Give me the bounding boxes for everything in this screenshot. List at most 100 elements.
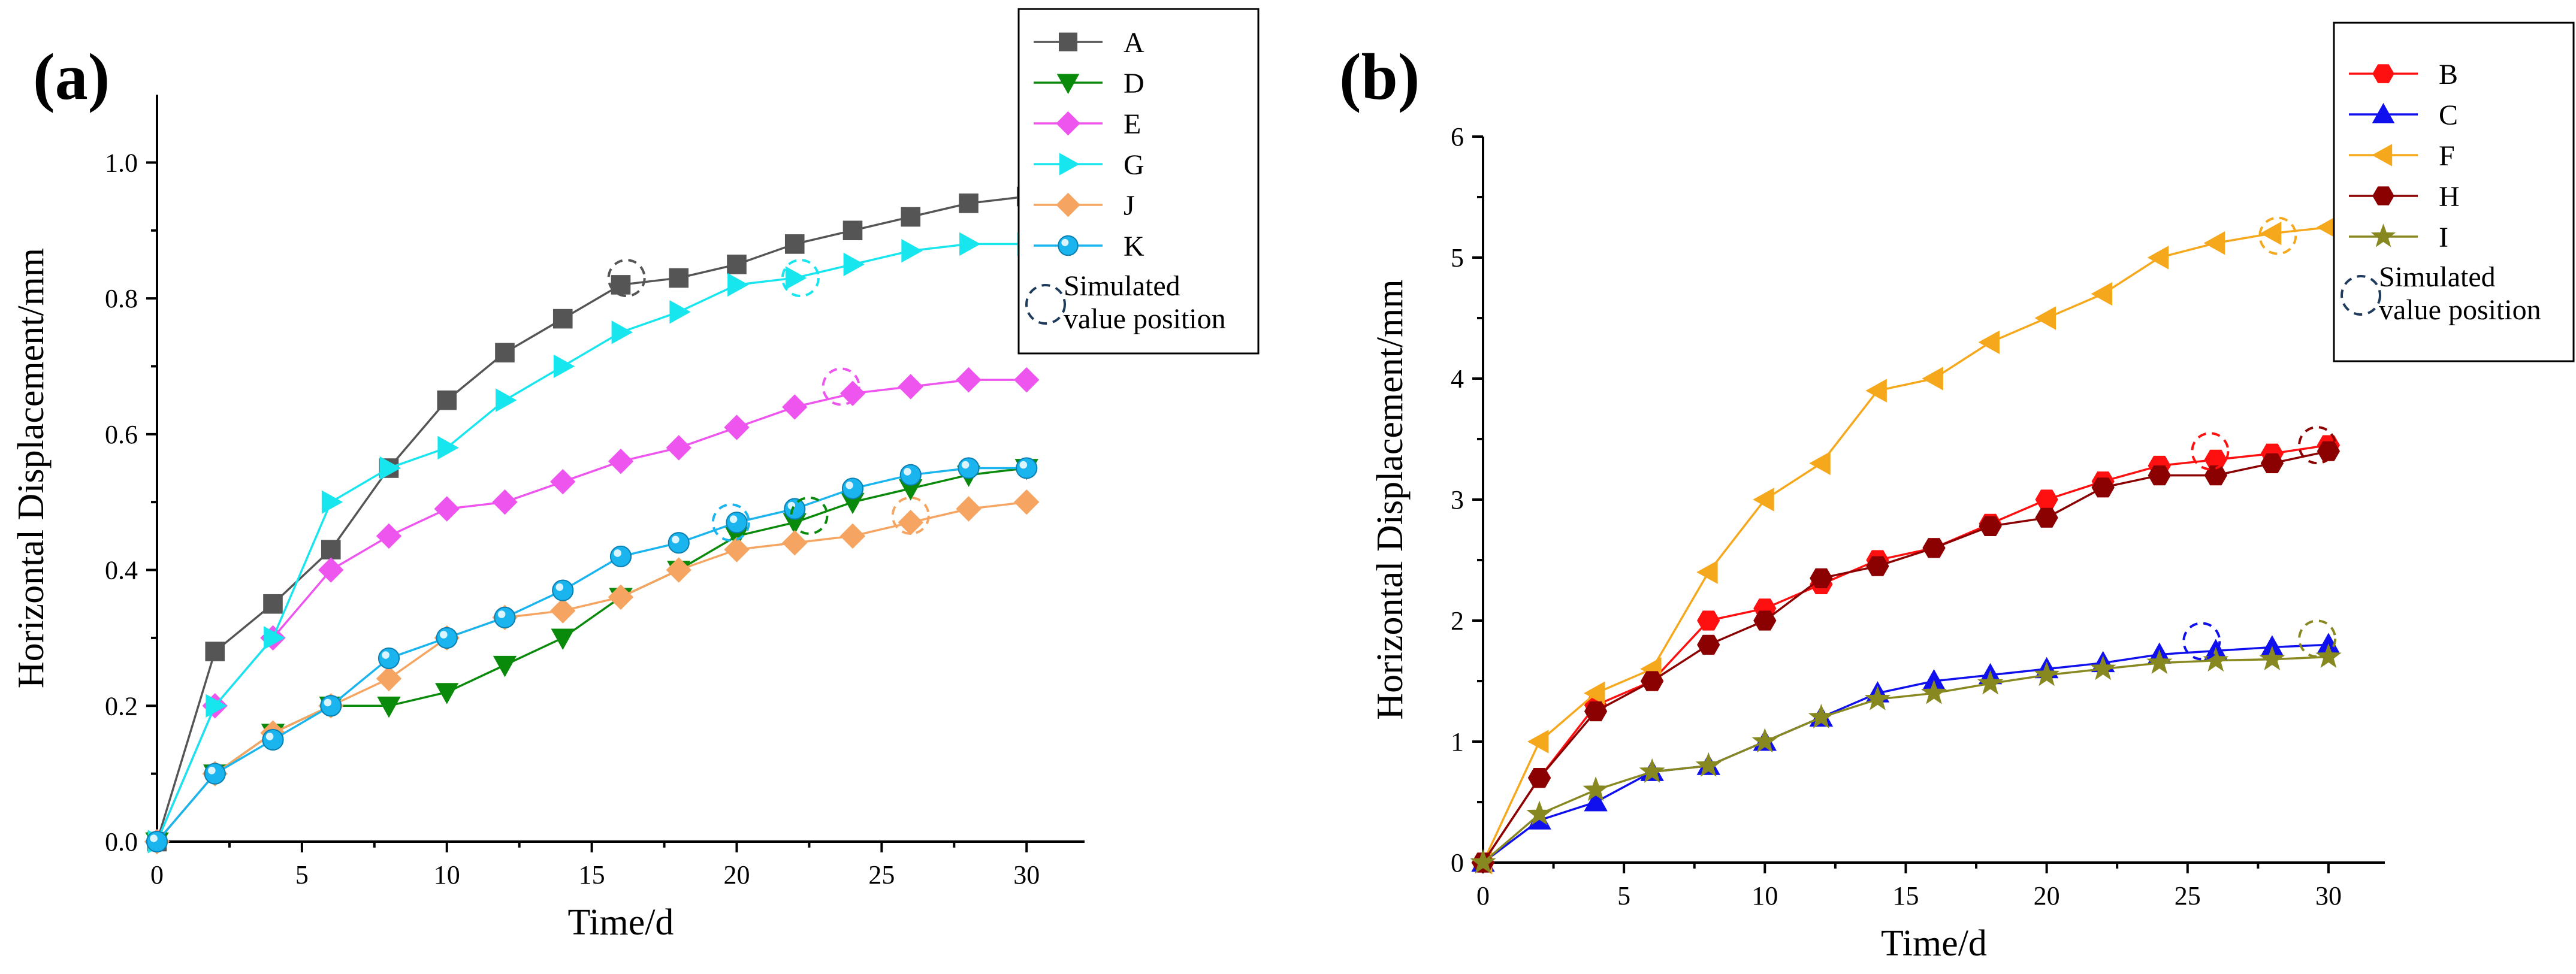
data-point	[959, 193, 979, 213]
series-J	[144, 489, 1040, 855]
data-point	[785, 266, 807, 290]
data-point	[1978, 330, 2000, 355]
data-point	[782, 530, 808, 556]
data-point	[2260, 221, 2282, 246]
y-tick-label: 1.0	[105, 148, 138, 177]
simulated-marker	[2182, 622, 2221, 661]
data-point	[1697, 610, 1720, 631]
y-tick-label: 0.2	[105, 691, 138, 721]
legend-entry-E: E	[1124, 108, 1141, 140]
simulated-marker	[2298, 426, 2337, 465]
x-tick-label: 0	[150, 860, 164, 890]
x-axis-label: Time/d	[1881, 923, 1987, 964]
x-tick-label: 25	[2175, 881, 2201, 911]
y-tick-label: 1	[1451, 727, 1464, 757]
data-point	[842, 220, 863, 241]
data-point	[377, 696, 401, 718]
data-point	[839, 523, 866, 549]
data-point	[1526, 800, 1553, 825]
data-point	[727, 255, 747, 274]
legend-entry-H: H	[2439, 181, 2460, 213]
data-point	[2315, 643, 2342, 669]
series-I	[1470, 643, 2342, 874]
legend-marker	[1058, 32, 1078, 52]
data-point	[321, 540, 341, 559]
x-tick-label: 15	[579, 860, 605, 890]
data-point	[2203, 231, 2225, 255]
series-G	[147, 232, 1039, 854]
x-tick-label: 20	[2034, 881, 2060, 911]
data-point	[376, 666, 402, 692]
data-point	[494, 606, 516, 629]
data-point	[898, 509, 923, 536]
legend-simulated-label-line1: Simulated	[2379, 261, 2496, 293]
data-point	[2147, 246, 2169, 270]
data-point	[1753, 610, 1777, 631]
data-point	[608, 584, 634, 610]
legend-marker	[1059, 153, 1080, 176]
y-tick-label: 3	[1451, 485, 1464, 515]
data-point	[1865, 379, 1887, 403]
data-point	[264, 626, 285, 650]
legend-simulated-icon	[2341, 275, 2381, 316]
y-tick-label: 0.4	[105, 556, 138, 585]
data-point	[898, 374, 923, 400]
data-point	[1695, 752, 1722, 777]
data-point	[496, 388, 517, 412]
data-point	[204, 763, 226, 785]
x-tick-label: 10	[434, 860, 460, 890]
data-point	[495, 343, 515, 363]
x-tick-label: 15	[1892, 881, 1919, 911]
data-point	[1527, 768, 1551, 788]
legend-frame	[2333, 22, 2575, 362]
data-point	[552, 308, 573, 329]
data-point	[1696, 560, 1718, 584]
data-point	[2148, 465, 2171, 486]
data-point	[901, 239, 923, 263]
data-point	[1639, 758, 1665, 783]
legend-simulated-label-line2: value position	[1064, 303, 1226, 335]
data-point	[724, 537, 750, 562]
data-point	[1810, 568, 1833, 588]
data-point	[2090, 655, 2116, 680]
data-point	[1014, 367, 1040, 393]
data-point	[206, 694, 227, 718]
data-point	[669, 268, 689, 288]
data-point	[435, 683, 459, 704]
legend-marker	[2372, 102, 2395, 123]
data-point	[378, 647, 400, 670]
x-axis-label: Time/d	[568, 902, 674, 943]
series-line	[1482, 450, 2329, 863]
y-axis-label: Horizontal Displacement/mm	[1370, 279, 1411, 719]
legend-frame	[1017, 8, 1260, 355]
legend-entry-D: D	[1124, 68, 1144, 99]
x-tick-label: 20	[724, 860, 750, 890]
data-point	[669, 300, 691, 324]
data-point	[1977, 670, 2004, 695]
data-point	[552, 579, 574, 601]
series-K	[146, 457, 1038, 853]
panel-b: (b) 0 5 10 15 20 25 30 0 1 2 3 4 5 6 Time/d Horizontal D…	[1339, 22, 2575, 964]
data-point	[611, 320, 633, 344]
y-axis-label: Horizontal Displacement/mm	[11, 248, 52, 688]
legend-entry-A: A	[1124, 27, 1144, 59]
x-tick-label: 5	[295, 860, 309, 890]
data-point	[1470, 849, 1496, 874]
data-point	[1922, 367, 1943, 391]
data-point	[666, 557, 691, 583]
data-point	[1697, 634, 1720, 655]
legend-entry-J: J	[1124, 190, 1135, 222]
data-point	[899, 464, 922, 486]
series-line	[1482, 226, 2329, 863]
data-point	[205, 642, 225, 661]
panel-label: (a)	[33, 40, 110, 113]
data-point	[841, 477, 864, 500]
legend-entry-B: B	[2439, 59, 2458, 90]
data-point	[1527, 730, 1549, 754]
series-line	[156, 195, 1027, 842]
data-point	[1808, 703, 1835, 729]
data-point	[959, 232, 981, 256]
simulated-marker	[2191, 432, 2230, 471]
